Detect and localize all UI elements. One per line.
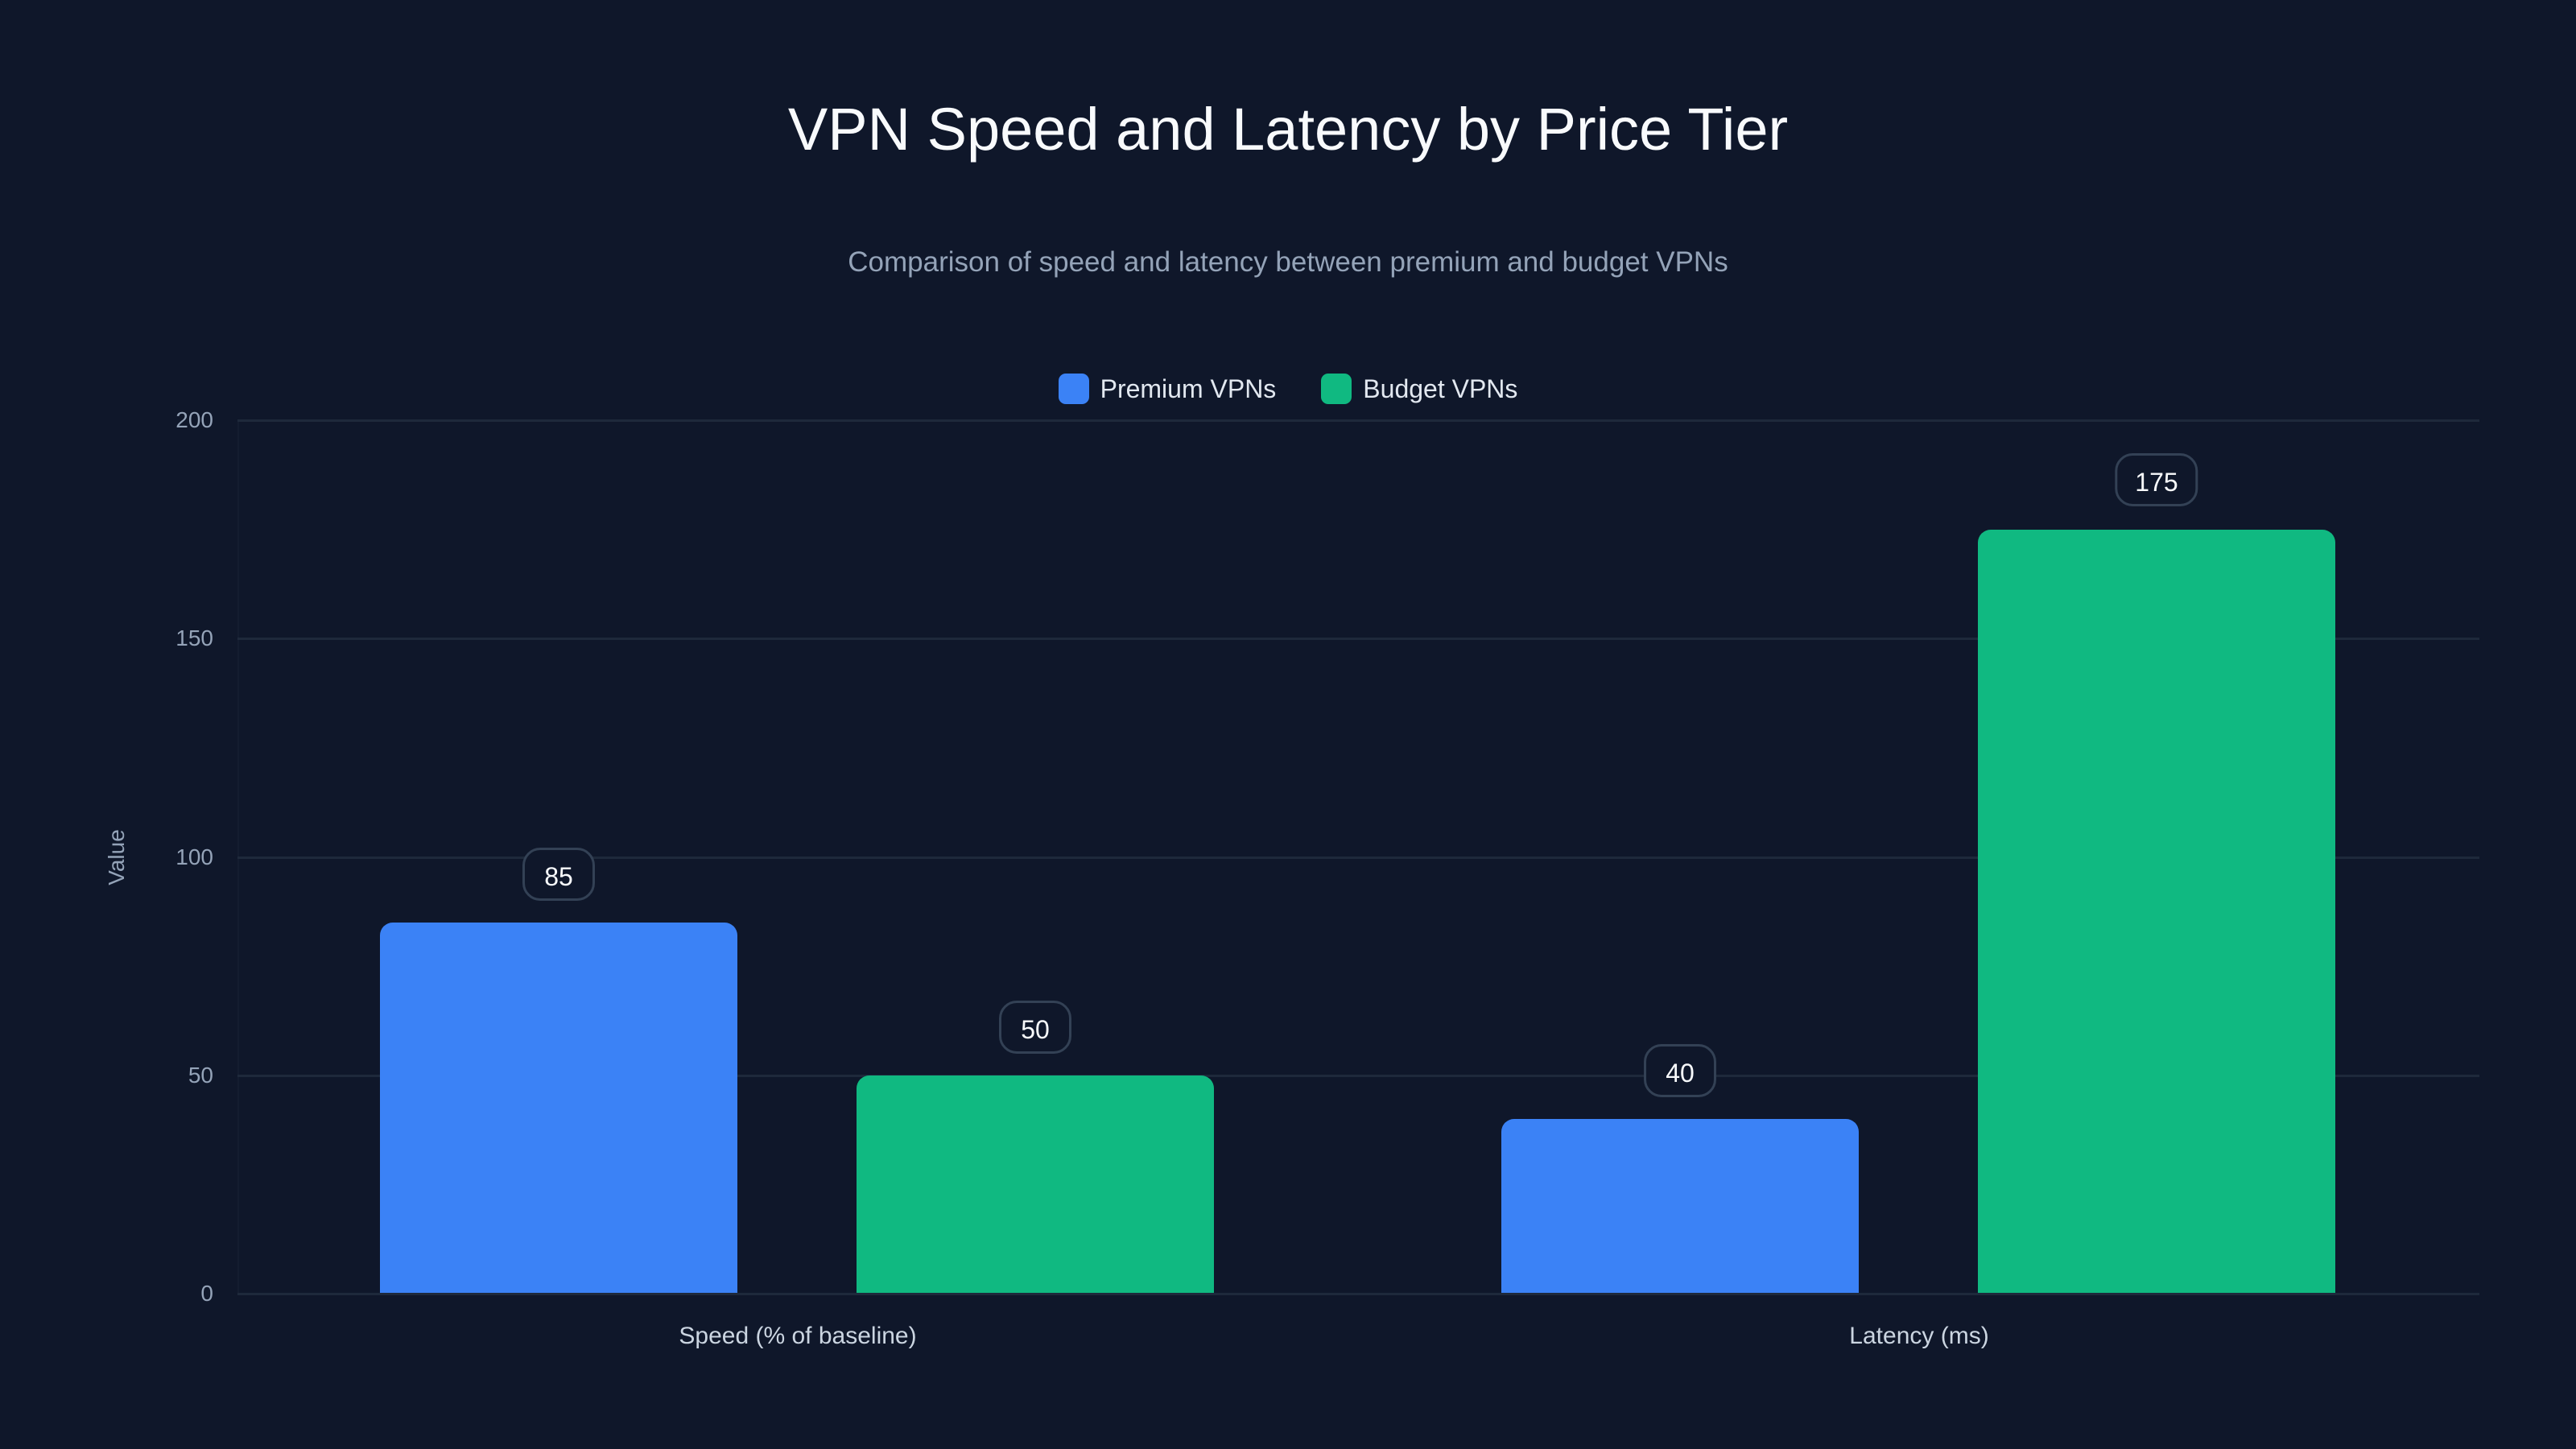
gridline-100	[237, 857, 2479, 859]
value-label-budget-speed: 50	[999, 1001, 1071, 1054]
y-tick-100: 100	[175, 844, 213, 869]
legend-label-premium: Premium VPNs	[1100, 374, 1277, 403]
bar-premium-latency[interactable]	[1501, 1119, 1859, 1294]
legend: Premium VPNs Budget VPNs	[0, 374, 2576, 404]
x-label-latency: Latency (ms)	[1849, 1323, 1989, 1349]
bar-budget-speed[interactable]	[857, 1075, 1214, 1294]
y-tick-150: 150	[175, 625, 213, 650]
bar-budget-latency[interactable]	[1978, 530, 2335, 1294]
legend-swatch-premium-icon	[1058, 374, 1089, 404]
value-label-budget-latency: 175	[2115, 453, 2198, 506]
y-axis-label: Value	[104, 829, 129, 886]
x-label-speed: Speed (% of baseline)	[679, 1323, 917, 1349]
y-tick-200: 200	[175, 407, 213, 432]
y-tick-50: 50	[188, 1063, 213, 1088]
value-label-premium-latency: 40	[1644, 1044, 1716, 1097]
chart-title: VPN Speed and Latency by Price Tier	[787, 96, 1789, 163]
legend-label-budget: Budget VPNs	[1363, 374, 1518, 403]
plot-area: 85 50 40 175	[237, 419, 2479, 1295]
legend-item-budget[interactable]: Budget VPNs	[1321, 374, 1517, 404]
gridline-150	[237, 638, 2479, 640]
legend-swatch-budget-icon	[1321, 374, 1352, 404]
baseline-0	[237, 1293, 2479, 1295]
legend-item-premium[interactable]: Premium VPNs	[1058, 374, 1277, 404]
chart-subtitle: Comparison of speed and latency between …	[848, 246, 1728, 278]
y-tick-0: 0	[200, 1281, 213, 1306]
gridline-50	[237, 1075, 2479, 1077]
value-label-premium-speed: 85	[522, 848, 595, 901]
bar-premium-speed[interactable]	[380, 923, 737, 1294]
gridline-200	[237, 419, 2479, 422]
